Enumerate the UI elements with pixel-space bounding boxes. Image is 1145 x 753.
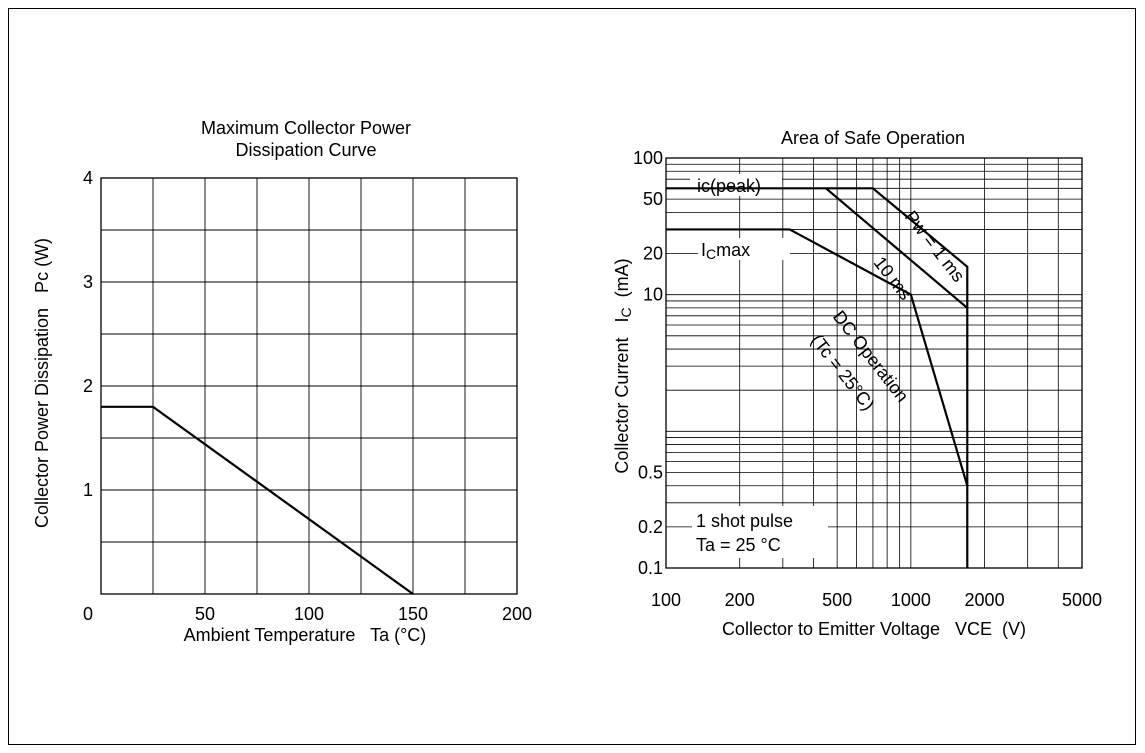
safe-operation-y-tick-label: 100 (633, 148, 663, 168)
power-chart-x-tick-label: 50 (195, 604, 215, 624)
power-chart-title-line-2: Dissipation Curve (235, 140, 376, 160)
safe-operation-y-tick-label: 0.5 (638, 462, 663, 482)
annotation-backgrounds (690, 174, 828, 558)
safe-operation-chart: 100 200 500 1000 2000 5000 0.1 0.2 0.5 10 20 50100 … (612, 128, 1102, 639)
safe-operation-title: Area of Safe Operation (781, 128, 965, 148)
power-chart-x-tick-label: 0 (83, 604, 93, 624)
pulse-note-line-2: Ta = 25 °C (696, 535, 781, 555)
power-chart-y-axis-label: Collector Power Dissipation Pc (W) (32, 238, 52, 528)
safe-operation-x-tick-label: 200 (725, 590, 755, 610)
power-chart-y-tick-label: 4 (83, 168, 93, 188)
dc-operation-boundary (666, 228, 969, 487)
power-chart-y-tick-label: 3 (83, 272, 93, 292)
safe-operation-y-tick-label: 50 (643, 189, 663, 209)
safe-operation-series (666, 187, 969, 568)
pulse-note-line-1: 1 shot pulse (696, 511, 793, 531)
power-chart-tick-labels: 0 50 100 150 200 1 2 3 4 (83, 168, 532, 624)
power-chart-y-tick-label: 1 (83, 480, 93, 500)
safe-operation-x-axis-label: Collector to Emitter Voltage VCE (V) (722, 619, 1026, 639)
safe-operation-y-tick-label: 10 (643, 285, 663, 305)
ic-max-label: ICmax (701, 240, 750, 262)
power-chart-title-line-1: Maximum Collector Power (201, 118, 411, 138)
safe-operation-x-tick-label: 100 (651, 590, 681, 610)
safe-operation-y-tick-label: 20 (643, 244, 663, 264)
safe-operation-tick-labels: 100 200 500 1000 2000 5000 0.1 0.2 0.5 10 20 50 100 (633, 148, 1102, 610)
ic-peak-label: ic(peak) (697, 176, 761, 196)
power-dissipation-chart: 0 50 100 150 200 1 2 3 4 Maximum Collector Power… (32, 118, 532, 645)
power-chart-plot-area (100, 177, 518, 595)
pulse-10ms-label: 10 ms (870, 253, 916, 304)
power-chart-series (101, 405, 414, 595)
safe-operation-y-tick-label: 0.2 (638, 517, 663, 537)
safe-operation-x-tick-label: 5000 (1062, 590, 1102, 610)
safe-operation-x-tick-label: 1000 (891, 590, 931, 610)
power-chart-grid (101, 178, 517, 594)
power-chart-x-tick-label: 150 (398, 604, 428, 624)
power-chart-x-tick-label: 100 (294, 604, 324, 624)
power-chart-y-tick-label: 2 (83, 376, 93, 396)
safe-operation-y-axis-label: Collector Current IC (mA) (612, 258, 634, 473)
power-chart-x-axis-label: Ambient Temperature Ta (°C) (184, 625, 427, 645)
pulse-10ms-boundary (825, 187, 968, 309)
safe-operation-x-tick-label: 500 (822, 590, 852, 610)
power-derating-curve (101, 405, 414, 595)
safe-operation-y-tick-label: 0.1 (638, 558, 663, 578)
power-chart-x-tick-label: 200 (502, 604, 532, 624)
pulse-1ms-boundary (666, 187, 969, 568)
safe-operation-x-tick-label: 2000 (965, 590, 1005, 610)
safe-operation-plot-area (665, 157, 1083, 569)
figure-frame (8, 8, 1136, 745)
